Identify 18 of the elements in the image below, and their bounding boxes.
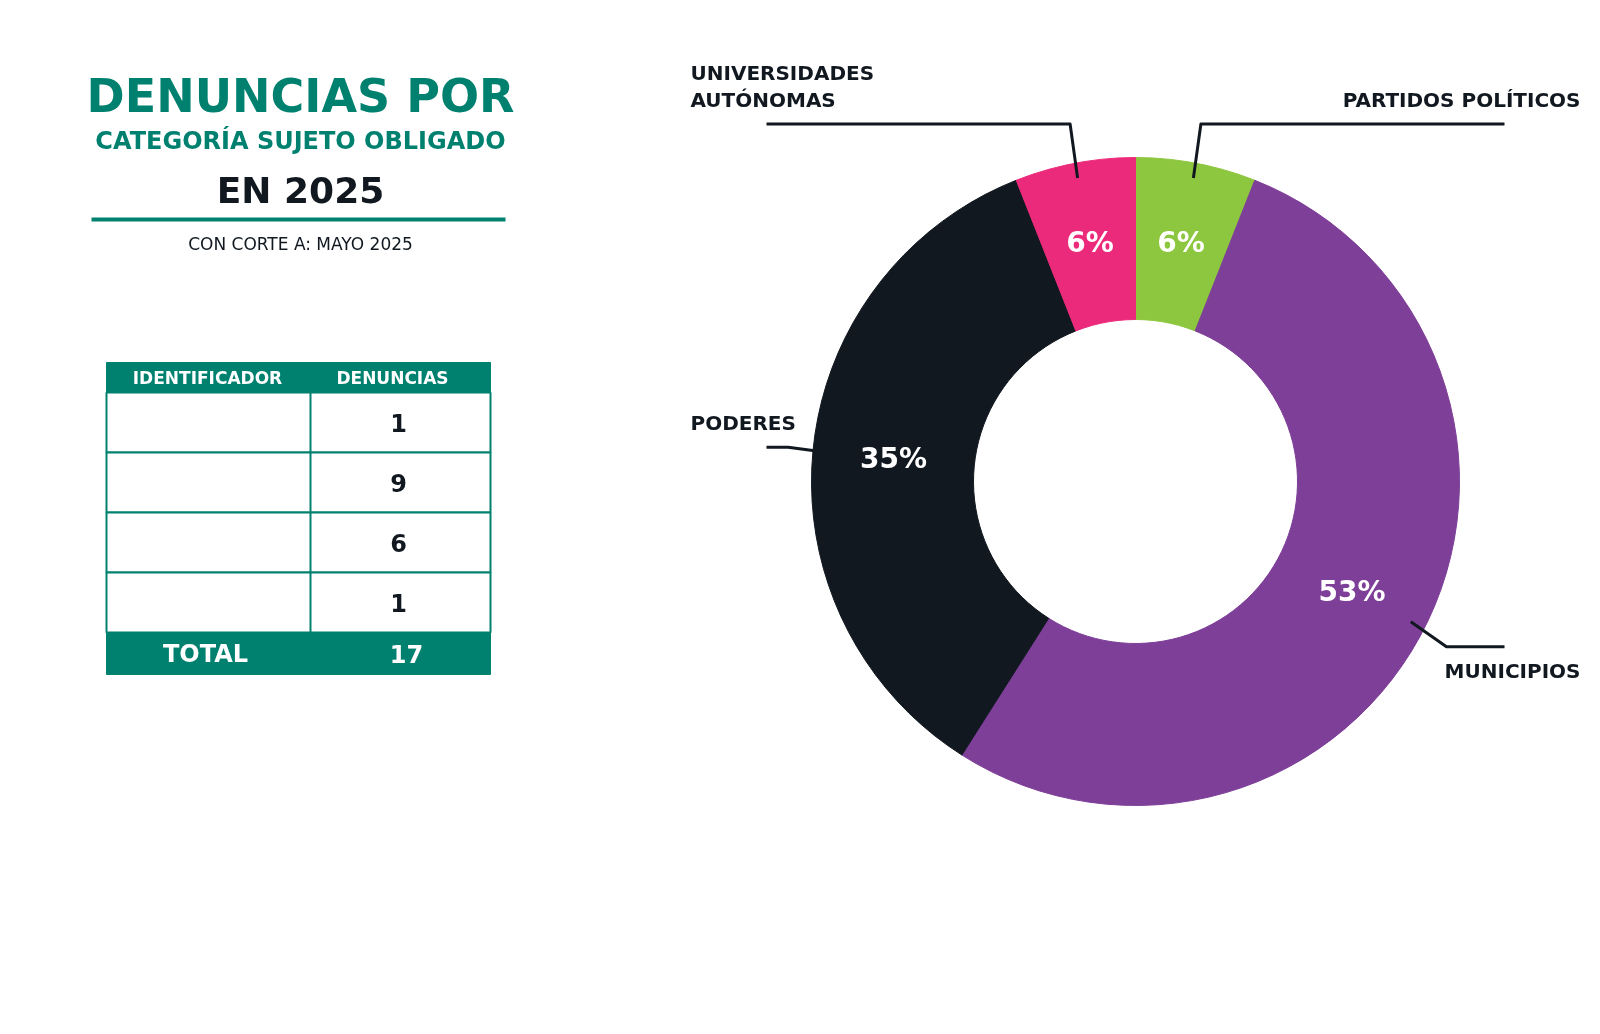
text: 17	[389, 640, 424, 669]
text: IDENTIFICADOR	[132, 367, 283, 388]
slice-label: PODERES	[690, 411, 796, 436]
text: DENUNCIAS	[336, 367, 449, 388]
text: 6	[390, 529, 407, 558]
text: CON CORTE A: MAYO 2025	[188, 233, 413, 254]
text: 1	[390, 409, 407, 438]
text: DENUNCIAS POR CATEGORÍA SUJETO OBLIGADO EN 2025	[86, 68, 515, 211]
slice-label: PARTIDOS POLÍTICOS	[1342, 87, 1581, 112]
text: TOTAL	[162, 639, 249, 668]
data-label: 6%	[1157, 226, 1205, 260]
data-label: 35%	[860, 442, 928, 476]
data-label: 6%	[1066, 226, 1114, 260]
data-label: 53%	[1318, 575, 1386, 609]
text: 1	[390, 589, 407, 618]
slice-label: UNIVERSIDADES AUTÓNOMAS	[690, 60, 875, 112]
text: 9	[390, 469, 407, 498]
slice-label: MUNICIPIOS	[1444, 658, 1581, 683]
